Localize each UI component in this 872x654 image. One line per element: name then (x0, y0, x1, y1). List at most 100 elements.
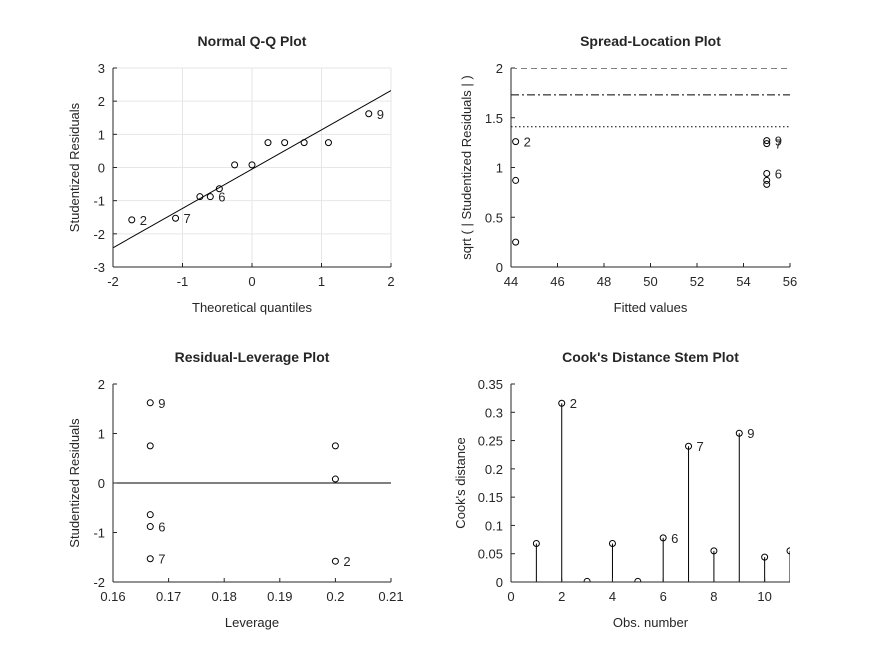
y-tick-label: 2 (98, 94, 105, 109)
chart-panel-3: 9 6 7 2 0.16 0.17 0.18 0.19 0.2 0.21 -2 -1 0 1 2 Residu… (67, 349, 404, 630)
stem-marker (659, 534, 667, 542)
point-label: 6 (218, 190, 225, 205)
chart-title: Spread-Location Plot (580, 33, 721, 49)
data-point (512, 238, 520, 246)
data-point (206, 193, 214, 201)
chart-title: Residual-Leverage Plot (175, 349, 330, 365)
y-tick-label: 1 (98, 427, 105, 442)
x-tick-label: 4 (609, 589, 616, 604)
y-tick-label: 0.15 (478, 490, 503, 505)
y-tick-label: 2 (496, 61, 503, 76)
plot-area (511, 68, 790, 267)
y-tick-label: 1 (98, 127, 105, 142)
y-axis-label: Studentized Residuals (67, 102, 82, 232)
chart-panel-4: 2 6 7 9 0 2 4 6 8 10 0 0.05 0.1 0.15 0.2 0.25 0.3 0.35 Coo… (453, 349, 790, 630)
data-point (763, 169, 771, 177)
y-tick-label: -1 (93, 526, 105, 541)
data-point (196, 193, 204, 201)
data-point (763, 140, 771, 148)
stem-marker (583, 577, 591, 582)
x-tick-label: -1 (177, 274, 189, 289)
data-point (331, 475, 339, 483)
stem-marker (685, 442, 693, 450)
x-tick-label: 0.2 (326, 589, 344, 604)
x-tick-label: 54 (736, 274, 750, 289)
stem-marker (634, 577, 642, 582)
data-point (264, 139, 272, 147)
point-label: 7 (184, 211, 191, 226)
x-tick-label: 0 (248, 274, 255, 289)
stem-marker (532, 540, 540, 548)
x-tick-label: 10 (757, 589, 771, 604)
y-tick-label: 0.25 (478, 434, 503, 449)
point-label: 7 (697, 439, 704, 454)
point-label: 6 (671, 531, 678, 546)
y-tick-label: 0 (98, 476, 105, 491)
x-tick-label: 46 (550, 274, 564, 289)
x-tick-label: 48 (597, 274, 611, 289)
point-label: 7 (775, 137, 782, 152)
x-tick-label: 6 (660, 589, 667, 604)
point-label: 7 (158, 552, 165, 567)
stem-marker (710, 547, 718, 555)
data-point (763, 180, 771, 188)
y-tick-label: 0 (98, 161, 105, 176)
stem-marker (735, 429, 743, 437)
x-tick-label: 2 (558, 589, 565, 604)
y-axis-label: sqrt ( | Studentized Residuals | ) (459, 75, 474, 260)
data-point (512, 138, 520, 146)
y-axis-label: Studentized Residuals (67, 418, 82, 548)
y-tick-label: 0 (496, 575, 503, 590)
y-tick-label: -3 (93, 260, 105, 275)
x-tick-label: 0.21 (378, 589, 403, 604)
x-tick-label: 56 (783, 274, 797, 289)
y-tick-label: 0.05 (478, 547, 503, 562)
data-point (146, 511, 154, 519)
data-point (146, 523, 154, 531)
y-tick-label: 0.2 (485, 462, 503, 477)
x-axis-label: Fitted values (614, 300, 688, 315)
y-tick-label: 2 (98, 377, 105, 392)
x-tick-label: 2 (387, 274, 394, 289)
y-axis-label: Cook's distance (453, 437, 468, 528)
chart-panel-2: 2 97 6 44 46 48 50 52 54 56 0 0.5 1 1.5 2 Spread-Locati… (459, 33, 797, 315)
data-point (248, 161, 256, 169)
y-tick-label: 0.5 (485, 210, 503, 225)
data-point (300, 139, 308, 147)
y-tick-label: 0.3 (485, 405, 503, 420)
data-point (146, 442, 154, 450)
stem-marker (608, 540, 616, 548)
x-tick-label: 8 (710, 589, 717, 604)
x-tick-label: 50 (643, 274, 657, 289)
data-point (146, 555, 154, 563)
point-label: 6 (158, 520, 165, 535)
point-label: 2 (524, 135, 531, 150)
y-tick-label: -1 (93, 194, 105, 209)
point-label: 2 (570, 396, 577, 411)
chart-title: Cook's Distance Stem Plot (562, 349, 739, 365)
data-point (763, 176, 771, 184)
y-tick-label: -2 (93, 227, 105, 242)
data-point (763, 137, 771, 145)
x-tick-label: 1 (318, 274, 325, 289)
x-axis-label: Leverage (225, 615, 279, 630)
data-point (331, 557, 339, 565)
reference-line (113, 90, 391, 249)
y-tick-label: 0 (496, 260, 503, 275)
point-label: 2 (343, 554, 350, 569)
point-label: 2 (140, 213, 147, 228)
data-point (331, 442, 339, 450)
point-label: 9 (158, 396, 165, 411)
x-tick-label: 52 (690, 274, 704, 289)
data-point (231, 161, 239, 169)
data-point (365, 110, 373, 118)
data-point (512, 176, 520, 184)
x-tick-label: 0.17 (156, 589, 181, 604)
point-label: 9 (377, 107, 384, 122)
x-tick-label: -2 (107, 274, 119, 289)
y-tick-label: -2 (93, 575, 105, 590)
data-point (128, 216, 136, 224)
data-point (215, 185, 223, 193)
